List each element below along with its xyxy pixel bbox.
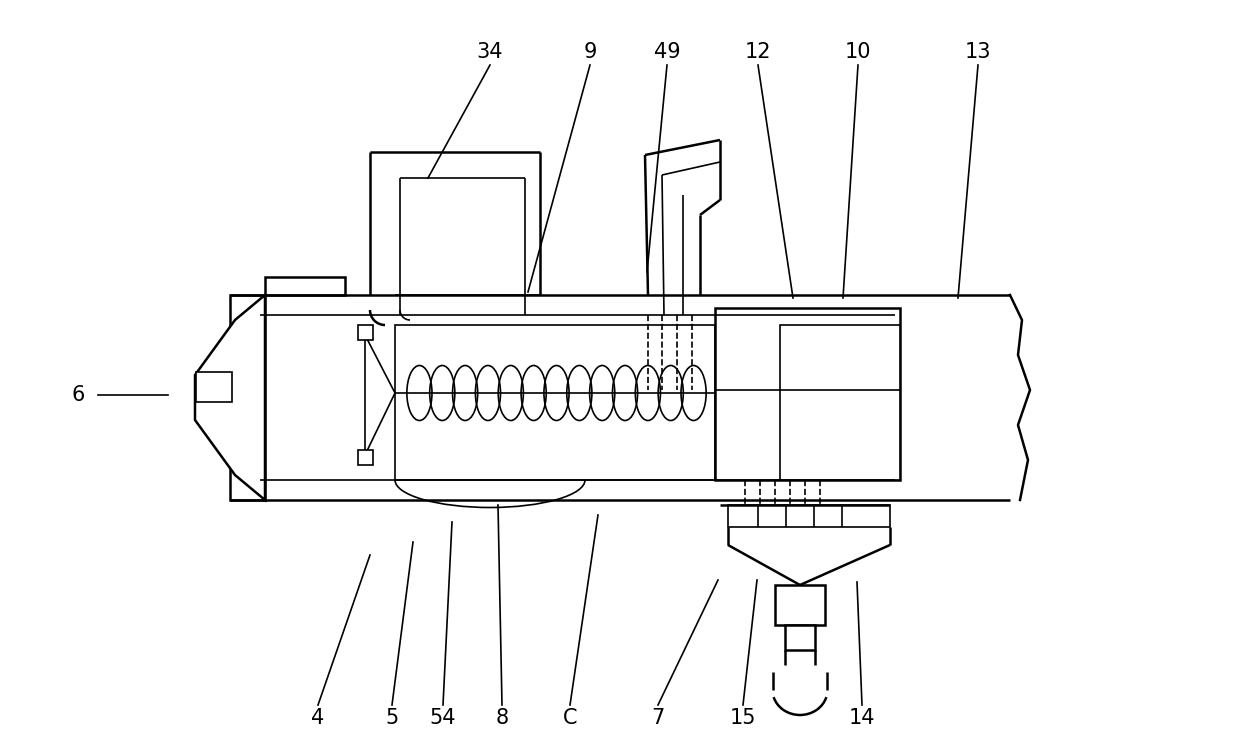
Text: 8: 8 <box>496 708 508 728</box>
Text: C: C <box>563 708 578 728</box>
Text: 49: 49 <box>653 42 681 62</box>
Text: 4: 4 <box>311 708 325 728</box>
Bar <box>728 505 890 527</box>
Text: 5: 5 <box>386 708 398 728</box>
Text: 34: 34 <box>476 42 503 62</box>
Text: 14: 14 <box>848 708 875 728</box>
Text: 12: 12 <box>745 42 771 62</box>
Bar <box>229 295 265 500</box>
Bar <box>358 325 373 340</box>
Text: 54: 54 <box>430 708 456 728</box>
Bar <box>358 450 373 465</box>
Text: 13: 13 <box>965 42 991 62</box>
Text: 10: 10 <box>844 42 872 62</box>
Polygon shape <box>365 335 396 455</box>
Text: 9: 9 <box>583 42 596 62</box>
Text: 6: 6 <box>72 385 84 405</box>
Polygon shape <box>195 295 265 500</box>
Bar <box>715 308 900 480</box>
Text: 15: 15 <box>730 708 756 728</box>
Bar <box>780 325 900 480</box>
Bar <box>775 585 825 625</box>
Bar <box>265 277 345 295</box>
Bar <box>785 625 815 650</box>
Bar <box>396 325 715 480</box>
Text: 7: 7 <box>651 708 665 728</box>
Bar <box>196 372 232 402</box>
